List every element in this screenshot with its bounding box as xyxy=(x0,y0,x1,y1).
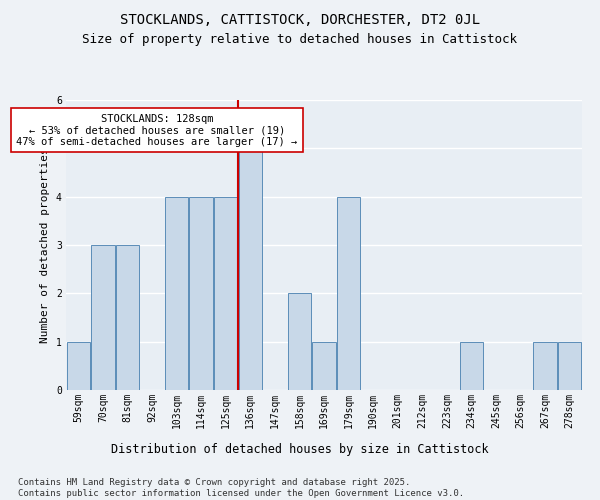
Bar xyxy=(533,342,557,390)
Bar xyxy=(116,245,139,390)
Bar xyxy=(67,342,90,390)
Text: Size of property relative to detached houses in Cattistock: Size of property relative to detached ho… xyxy=(83,32,517,46)
Bar xyxy=(239,148,262,390)
Bar xyxy=(214,196,238,390)
Bar xyxy=(165,196,188,390)
Text: STOCKLANDS: 128sqm
← 53% of detached houses are smaller (19)
47% of semi-detache: STOCKLANDS: 128sqm ← 53% of detached hou… xyxy=(16,114,298,146)
Bar xyxy=(313,342,335,390)
Bar xyxy=(337,196,360,390)
Text: STOCKLANDS, CATTISTOCK, DORCHESTER, DT2 0JL: STOCKLANDS, CATTISTOCK, DORCHESTER, DT2 … xyxy=(120,12,480,26)
Y-axis label: Number of detached properties: Number of detached properties xyxy=(40,147,50,343)
Bar xyxy=(558,342,581,390)
Text: Distribution of detached houses by size in Cattistock: Distribution of detached houses by size … xyxy=(111,442,489,456)
Text: Contains HM Land Registry data © Crown copyright and database right 2025.
Contai: Contains HM Land Registry data © Crown c… xyxy=(18,478,464,498)
Bar xyxy=(288,294,311,390)
Bar xyxy=(91,245,115,390)
Bar xyxy=(460,342,483,390)
Bar xyxy=(190,196,213,390)
